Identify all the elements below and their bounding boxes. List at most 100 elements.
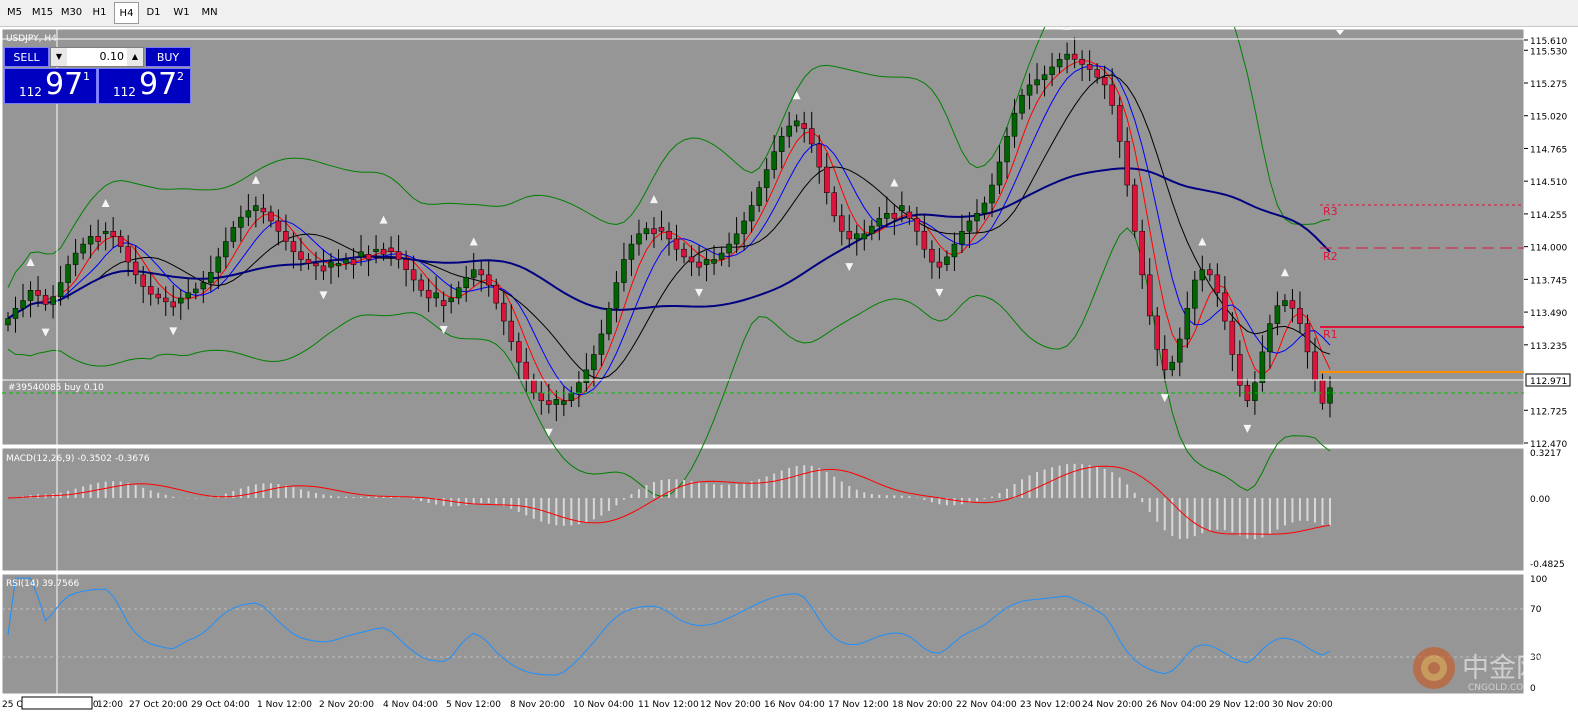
candle-body (884, 213, 890, 219)
candle-body (162, 297, 169, 303)
candle-body (1327, 387, 1333, 404)
candle-body (816, 143, 822, 168)
current-price-label: 112.971 (1530, 377, 1567, 387)
candle-body (1146, 274, 1153, 317)
macd-panel-bg (2, 448, 1524, 571)
candle-body (921, 230, 928, 250)
candle-body (268, 211, 274, 222)
candle-body (538, 392, 545, 401)
candle-body (763, 169, 770, 188)
candle-body (523, 361, 530, 381)
candle-body (1177, 338, 1183, 363)
lot-decrease-icon[interactable]: ▼ (51, 48, 67, 66)
candle-body (140, 274, 146, 287)
candle-body (238, 216, 244, 228)
candle-body (245, 210, 252, 218)
sell-button[interactable]: SELL (4, 47, 49, 67)
candle-body (936, 261, 943, 268)
candle-body (1041, 74, 1048, 81)
lot-increase-icon[interactable]: ▲ (127, 48, 143, 66)
candle-body (1214, 274, 1221, 294)
candle-body (891, 213, 898, 219)
candle-body (899, 205, 905, 211)
sell-price-sup: 1 (83, 70, 90, 83)
lot-size-field[interactable]: ▼ 0.10 ▲ (50, 47, 144, 67)
time-axis-label: 25 Oct (2, 700, 32, 710)
price-axis-label: 115.275 (1530, 80, 1567, 90)
timeframe-mn-button[interactable]: MN (201, 7, 218, 18)
sell-price[interactable]: 112 97 1 (4, 67, 97, 104)
candle-body (132, 261, 139, 276)
watermark-en: CNGOLD.COM (1468, 683, 1531, 693)
candle-body (20, 300, 26, 309)
candle-body (223, 241, 229, 258)
price-axis-label: 115.530 (1530, 47, 1567, 57)
candle-body (1319, 379, 1326, 404)
candle-body (65, 264, 71, 283)
candle-body (996, 161, 1003, 186)
timeframe-h4-button[interactable]: H4 (114, 2, 139, 24)
candle-body (493, 284, 499, 304)
price-axis-label: 115.610 (1530, 37, 1567, 47)
candle-body (553, 399, 560, 405)
fractal-up-icon (469, 237, 478, 246)
timeframe-m30-button[interactable]: M30 (60, 7, 83, 18)
fractal-up-icon (1198, 237, 1207, 246)
candle-body (613, 282, 620, 309)
timeframe-w1-button[interactable]: W1 (173, 7, 190, 18)
sell-price-small: 112 (19, 85, 42, 99)
candle-body (944, 256, 950, 265)
lot-size-value[interactable]: 0.10 (99, 50, 125, 63)
candle-body (914, 218, 920, 232)
candle-body (80, 243, 86, 254)
fractal-down-icon (845, 263, 854, 272)
candle-body (147, 286, 154, 295)
fractal-down-icon (319, 291, 328, 300)
candle-body (1222, 292, 1228, 322)
time-axis-label: 5 Nov 12:00 (446, 700, 501, 710)
watermark-logo (1413, 647, 1455, 689)
candle-body (823, 166, 830, 193)
candle-body (989, 184, 995, 204)
candle-body (568, 392, 575, 401)
candle-body (1064, 53, 1070, 60)
timeframe-h1-button[interactable]: H1 (92, 7, 107, 18)
timeframe-m5-button[interactable]: M5 (7, 7, 22, 18)
price-axis-label: 115.020 (1530, 113, 1567, 123)
fractal-down-icon (169, 327, 178, 336)
candlesticks (5, 37, 1333, 422)
candle-body (741, 220, 747, 235)
candle-body (1169, 361, 1176, 371)
time-axis-label: 16 Nov 04:00 (764, 700, 825, 710)
price-axis-label: 112.725 (1530, 407, 1567, 417)
candle-body (485, 274, 492, 286)
candle-body (230, 227, 237, 242)
candle-body (801, 123, 807, 129)
candle-body (193, 288, 199, 294)
timeframe-m15-button[interactable]: M15 (31, 7, 54, 18)
buy-price[interactable]: 112 97 2 (98, 67, 191, 104)
candle-body (1116, 105, 1123, 142)
candle-body (57, 282, 64, 297)
time-axis-label: 12 Nov 20:00 (700, 700, 761, 710)
candle-body (1026, 84, 1033, 96)
candle-body (726, 243, 732, 254)
chart-shift-marker[interactable] (1336, 30, 1344, 35)
time-axis-label: 18 Nov 20:00 (892, 700, 953, 710)
buy-button[interactable]: BUY (145, 47, 191, 67)
candle-body (651, 228, 657, 235)
candle-body (1289, 300, 1296, 309)
bollinger-upper (7, 27, 1331, 288)
time-axis-label: 26 Nov 04:00 (1146, 700, 1207, 710)
price-axis-label: 114.255 (1530, 211, 1567, 221)
candle-body (373, 248, 379, 253)
candle-body (185, 292, 192, 299)
candle-body (1154, 315, 1160, 350)
fractal-down-icon (1160, 394, 1169, 403)
chart-canvas[interactable]: R3 R2 R1 USDJPY, H4 #39540085 buy 0.10 1… (0, 27, 1578, 722)
timeframe-d1-button[interactable]: D1 (146, 7, 161, 18)
time-axis-label: 1 Nov 12:00 (257, 700, 312, 710)
candle-body (733, 233, 740, 245)
